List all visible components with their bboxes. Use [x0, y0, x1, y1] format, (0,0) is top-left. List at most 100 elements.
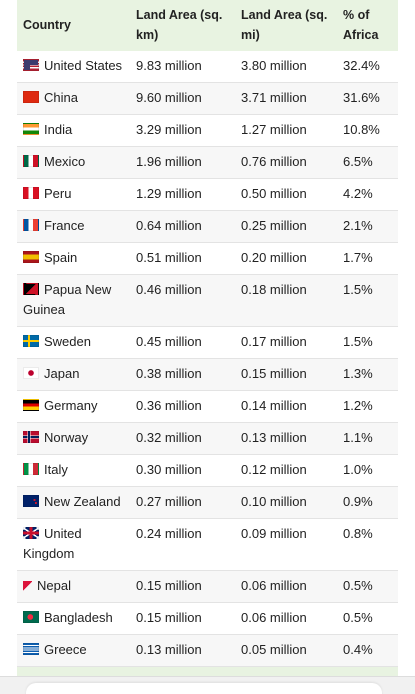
percent-africa-cell: 1.5% — [337, 274, 398, 327]
gb-flag-icon — [23, 527, 39, 539]
land-area-km-cell: 0.15 million — [130, 570, 235, 603]
country-name: Italy — [44, 462, 68, 477]
se-flag-icon — [23, 335, 39, 347]
percent-africa-cell: 6.5% — [337, 146, 398, 179]
table-row: Greece 0.13 million 0.05 million 0.4% — [17, 634, 398, 667]
country-cell: New Zealand — [17, 486, 130, 519]
land-area-mi-cell: 0.13 million — [235, 422, 337, 455]
header-land-area-km: Land Area (sq. km) — [130, 0, 235, 51]
land-area-km-cell: 0.46 million — [130, 274, 235, 327]
land-area-mi-cell: 0.06 million — [235, 602, 337, 635]
country-name: United Kingdom — [23, 526, 82, 561]
land-area-km-cell: 9.83 million — [130, 51, 235, 83]
bottom-sheet-panel[interactable] — [26, 683, 382, 694]
table-row: Norway 0.32 million 0.13 million 1.1% — [17, 422, 398, 455]
percent-africa-cell: 1.1% — [337, 422, 398, 455]
land-area-mi-cell: 3.71 million — [235, 82, 337, 115]
table-row: France 0.64 million 0.25 million 2.1% — [17, 210, 398, 243]
country-cell: Greece — [17, 634, 130, 667]
percent-africa-cell: 1.2% — [337, 390, 398, 423]
country-cell: China — [17, 82, 130, 115]
header-land-area-mi: Land Area (sq. mi) — [235, 0, 337, 51]
country-name: Norway — [44, 430, 89, 445]
land-area-mi-cell: 0.14 million — [235, 390, 337, 423]
country-name: Sweden — [44, 334, 91, 349]
land-area-km-cell: 0.13 million — [130, 634, 235, 667]
country-name: Japan — [44, 366, 80, 381]
country-name: Peru — [44, 186, 72, 201]
country-name: India — [44, 122, 73, 137]
table-row: Japan 0.38 million 0.15 million 1.3% — [17, 358, 398, 391]
land-area-table-container: Country Land Area (sq. km) Land Area (sq… — [17, 0, 398, 694]
country-name: Nepal — [37, 578, 71, 593]
bd-flag-icon — [23, 611, 39, 623]
country-name: Bangladesh — [44, 610, 113, 625]
country-cell: United Kingdom — [17, 518, 130, 571]
in-flag-icon — [23, 123, 39, 135]
table-row: Germany 0.36 million 0.14 million 1.2% — [17, 390, 398, 423]
bottom-sheet-handle[interactable] — [0, 676, 415, 694]
country-cell: Japan — [17, 358, 130, 391]
country-cell: Mexico — [17, 146, 130, 179]
land-area-mi-cell: 0.25 million — [235, 210, 337, 243]
table-row: Sweden 0.45 million 0.17 million 1.5% — [17, 326, 398, 359]
land-area-km-cell: 3.29 million — [130, 114, 235, 147]
country-name: Greece — [44, 642, 87, 657]
pe-flag-icon — [23, 187, 39, 199]
fr-flag-icon — [23, 219, 39, 231]
table-row: Papua New Guinea 0.46 million 0.18 million… — [17, 274, 398, 327]
percent-africa-cell: 32.4% — [337, 51, 398, 83]
percent-africa-cell: 31.6% — [337, 82, 398, 115]
it-flag-icon — [23, 463, 39, 475]
land-area-mi-cell: 0.10 million — [235, 486, 337, 519]
percent-africa-cell: 2.1% — [337, 210, 398, 243]
country-cell: Italy — [17, 454, 130, 487]
de-flag-icon — [23, 399, 39, 411]
table-row: Italy 0.30 million 0.12 million 1.0% — [17, 454, 398, 487]
land-area-km-cell: 0.30 million — [130, 454, 235, 487]
mx-flag-icon — [23, 155, 39, 167]
no-flag-icon — [23, 431, 39, 443]
percent-africa-cell: 1.3% — [337, 358, 398, 391]
land-area-km-cell: 0.15 million — [130, 602, 235, 635]
land-area-km-cell: 0.32 million — [130, 422, 235, 455]
percent-africa-cell: 1.7% — [337, 242, 398, 275]
country-cell: Peru — [17, 178, 130, 211]
country-cell: India — [17, 114, 130, 147]
country-name: New Zealand — [44, 494, 121, 509]
land-area-mi-cell: 0.12 million — [235, 454, 337, 487]
land-area-km-cell: 0.45 million — [130, 326, 235, 359]
jp-flag-icon — [23, 367, 39, 379]
table-row: Bangladesh 0.15 million 0.06 million 0.5% — [17, 602, 398, 635]
percent-africa-cell: 1.5% — [337, 326, 398, 359]
country-cell: Sweden — [17, 326, 130, 359]
land-area-km-cell: 0.27 million — [130, 486, 235, 519]
country-cell: United States — [17, 51, 130, 83]
table-row: Spain 0.51 million 0.20 million 1.7% — [17, 242, 398, 275]
land-area-mi-cell: 0.06 million — [235, 570, 337, 603]
percent-africa-cell: 10.8% — [337, 114, 398, 147]
land-area-mi-cell: 0.50 million — [235, 178, 337, 211]
country-name: United States — [44, 58, 123, 73]
country-name: Spain — [44, 250, 78, 265]
land-area-mi-cell: 0.18 million — [235, 274, 337, 327]
table-row: China 9.60 million 3.71 million 31.6% — [17, 82, 398, 115]
land-area-mi-cell: 0.09 million — [235, 518, 337, 571]
land-area-km-cell: 0.24 million — [130, 518, 235, 571]
land-area-km-cell: 1.29 million — [130, 178, 235, 211]
pg-flag-icon — [23, 283, 39, 295]
table-row: Nepal 0.15 million 0.06 million 0.5% — [17, 570, 398, 603]
us-flag-icon — [23, 59, 39, 71]
percent-africa-cell: 0.5% — [337, 602, 398, 635]
table-row: New Zealand 0.27 million 0.10 million 0.9% — [17, 486, 398, 519]
land-area-km-cell: 0.36 million — [130, 390, 235, 423]
percent-africa-cell: 0.4% — [337, 634, 398, 667]
country-cell: Norway — [17, 422, 130, 455]
land-area-mi-cell: 0.20 million — [235, 242, 337, 275]
land-area-mi-cell: 0.05 million — [235, 634, 337, 667]
country-name: Mexico — [44, 154, 86, 169]
percent-africa-cell: 4.2% — [337, 178, 398, 211]
land-area-mi-cell: 3.80 million — [235, 51, 337, 83]
country-name: China — [44, 90, 78, 105]
table-header-row: Country Land Area (sq. km) Land Area (sq… — [17, 0, 398, 51]
